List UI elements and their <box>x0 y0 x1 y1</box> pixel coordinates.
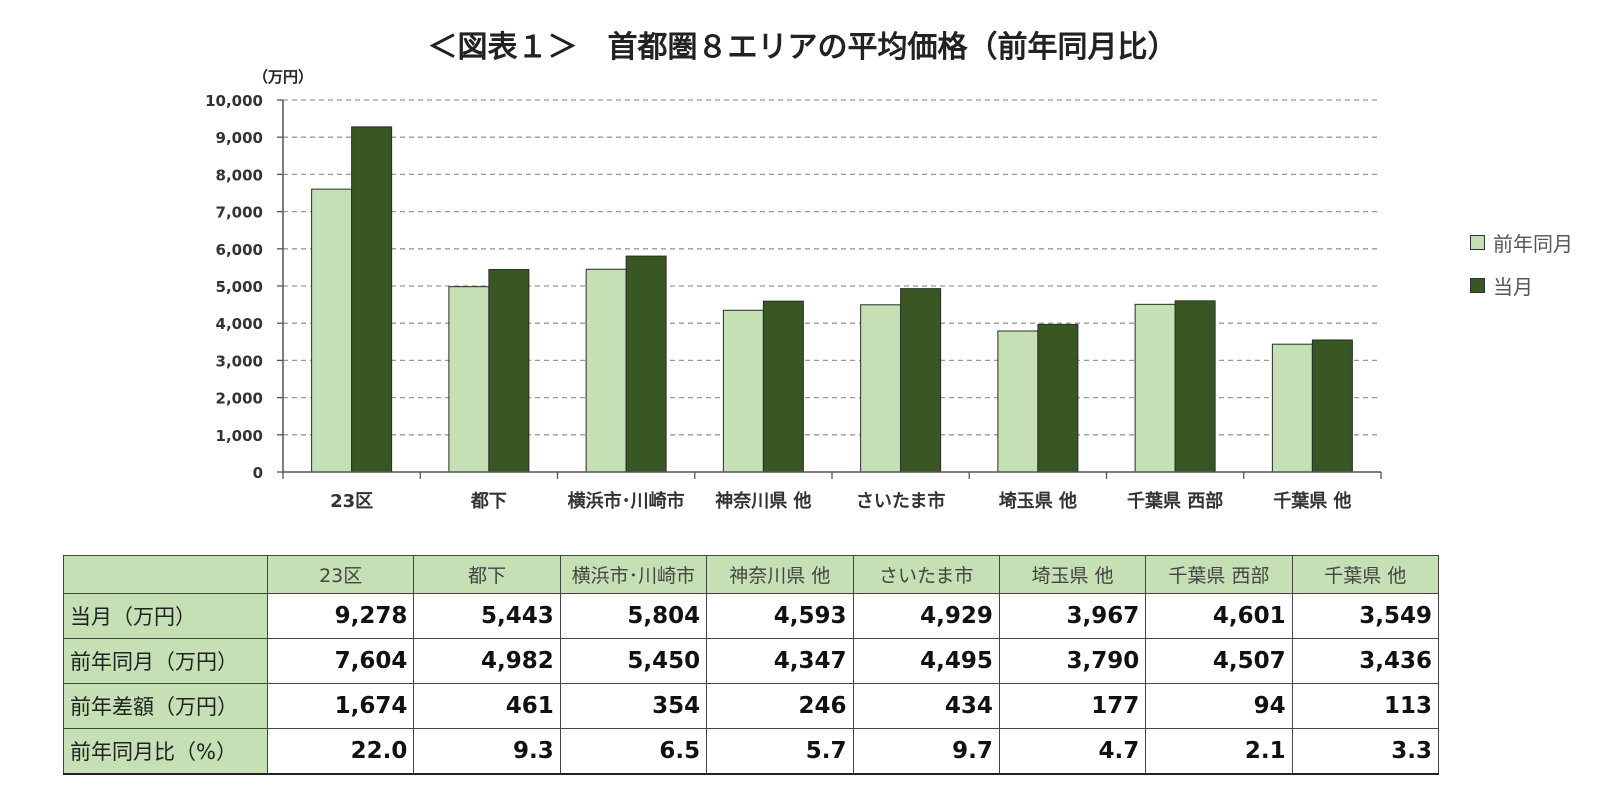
legend-swatch-current <box>1470 278 1485 293</box>
table-header-cell: 神奈川県 他 <box>706 555 854 594</box>
table-cell: 3,967 <box>998 593 1147 639</box>
data-table: 23区 都下 横浜市･川崎市 神奈川県 他 さいたま市 埼玉県 他 千葉県 西部… <box>63 555 1440 775</box>
table-cell: 434 <box>852 683 1000 729</box>
table-cell: 3,549 <box>1291 593 1440 639</box>
table-cell: 6.5 <box>559 728 708 775</box>
table-header-cell: 23区 <box>266 555 415 594</box>
chart-title: ＜図表１＞ 首都圏８エリアの平均価格（前年同月比） <box>427 30 1178 65</box>
table-cell: 177 <box>998 683 1147 729</box>
table-header-cell <box>63 555 268 594</box>
table-cell: 4.7 <box>998 728 1147 775</box>
table-row: 前年同月（万円） 7,604 4,982 5,450 4,347 4,495 3,790 4,… <box>63 638 1440 684</box>
bar-previous-year <box>1271 343 1313 473</box>
table-cell: 246 <box>706 683 854 729</box>
table-header-cell: 千葉県 西部 <box>1145 555 1293 594</box>
legend-label-current: 当月 <box>1493 275 1533 299</box>
axes: 10,000 9,000 8,000 7,000 6,000 5,000 4,000 3,00… <box>205 92 1382 512</box>
y-tick-label: 1,000 <box>216 427 263 445</box>
y-tick-label: 8,000 <box>216 166 263 184</box>
bar-current-month <box>1174 300 1216 473</box>
bar-previous-year <box>311 188 353 473</box>
bar-previous-year <box>585 268 627 473</box>
table-row: 前年同月比（%） 22.0 9.3 6.5 5.7 9.7 4.7 2.1 3.3 <box>63 728 1440 775</box>
table-cell: 4,507 <box>1145 638 1293 684</box>
table-cell: 9,278 <box>266 593 415 639</box>
bar-chart: （万円） 10,000 9,000 8,000 7,000 6,000 5,000 4,00… <box>205 68 1382 512</box>
legend-label-previous: 前年同月 <box>1493 232 1573 256</box>
gridlines <box>283 99 1381 436</box>
table-cell: 22.0 <box>266 728 415 775</box>
bar-current-month <box>1037 323 1079 473</box>
x-category-label: 神奈川県 他 <box>715 490 811 512</box>
y-tick-label: 10,000 <box>205 92 263 110</box>
table-cell: 5,450 <box>559 638 708 684</box>
bar-previous-year <box>1134 303 1176 473</box>
table-row: 前年差額（万円） 1,674 461 354 246 434 177 94 113 <box>63 683 1440 729</box>
table-cell: 4,495 <box>852 638 1000 684</box>
table-header-cell: 都下 <box>413 555 561 594</box>
table-cell: 4,347 <box>706 638 854 684</box>
bar-previous-year <box>860 304 902 473</box>
y-axis-unit: （万円） <box>253 68 313 86</box>
table-header-cell: 千葉県 他 <box>1291 555 1440 594</box>
table-cell: 3,790 <box>998 638 1147 684</box>
table-cell: 4,601 <box>1145 593 1293 639</box>
x-category-label: 千葉県 西部 <box>1127 490 1223 512</box>
table-header-cell: 横浜市･川崎市 <box>559 555 708 594</box>
table-row-label: 前年同月（万円） <box>63 638 268 684</box>
bars <box>311 126 1353 473</box>
bar-previous-year <box>722 309 764 473</box>
legend-swatch-previous <box>1470 235 1485 250</box>
table-cell: 461 <box>413 683 561 729</box>
y-tick-label: 9,000 <box>216 129 263 147</box>
bar-previous-year <box>997 330 1039 473</box>
y-tick-label: 4,000 <box>216 315 263 333</box>
bar-current-month <box>762 300 804 473</box>
table-cell: 3,436 <box>1291 638 1440 684</box>
table-header-cell: 埼玉県 他 <box>998 555 1147 594</box>
table-cell: 354 <box>559 683 708 729</box>
table-cell: 5,443 <box>413 593 561 639</box>
table-cell: 2.1 <box>1145 728 1293 775</box>
table-cell: 1,674 <box>266 683 415 729</box>
table-cell: 9.7 <box>852 728 1000 775</box>
table-cell: 7,604 <box>266 638 415 684</box>
bar-current-month <box>1311 339 1353 473</box>
table-row-label: 前年同月比（%） <box>63 728 268 775</box>
y-tick-label: 5,000 <box>216 278 263 296</box>
table-cell: 9.3 <box>413 728 561 775</box>
x-category-label: 横浜市･川崎市 <box>568 490 685 512</box>
x-category-label: さいたま市 <box>856 490 945 512</box>
y-tick-label: 2,000 <box>216 390 263 408</box>
table-header-cell: さいたま市 <box>852 555 1000 594</box>
table-cell: 113 <box>1291 683 1440 729</box>
bar-current-month <box>351 126 393 473</box>
x-category-label: 23区 <box>330 491 373 512</box>
y-tick-label: 7,000 <box>216 204 263 222</box>
table-cell: 4,593 <box>706 593 854 639</box>
bar-current-month <box>625 255 667 473</box>
legend-item-previous: 前年同月 <box>1470 228 1573 257</box>
y-tick-label: 3,000 <box>216 352 263 370</box>
bar-current-month <box>900 288 942 473</box>
table-cell: 5,804 <box>559 593 708 639</box>
table-header-row: 23区 都下 横浜市･川崎市 神奈川県 他 さいたま市 埼玉県 他 千葉県 西部… <box>63 555 1440 594</box>
table-cell: 3.3 <box>1291 728 1440 775</box>
x-category-label: 千葉県 他 <box>1273 490 1351 512</box>
bar-previous-year <box>448 286 490 473</box>
legend-item-current: 当月 <box>1470 271 1533 300</box>
y-tick-label: 0 <box>253 464 263 482</box>
bar-current-month <box>488 269 530 473</box>
table-cell: 4,929 <box>852 593 1000 639</box>
table-row-label: 前年差額（万円） <box>63 683 268 729</box>
table-cell: 5.7 <box>706 728 854 775</box>
x-category-label: 埼玉県 他 <box>999 490 1077 512</box>
x-category-label: 都下 <box>470 491 507 512</box>
table-row: 当月（万円） 9,278 5,443 5,804 4,593 4,929 3,967 4,60… <box>63 593 1440 639</box>
table-cell: 4,982 <box>413 638 561 684</box>
table-row-label: 当月（万円） <box>63 593 268 639</box>
table-cell: 94 <box>1145 683 1293 729</box>
y-tick-label: 6,000 <box>216 241 263 259</box>
